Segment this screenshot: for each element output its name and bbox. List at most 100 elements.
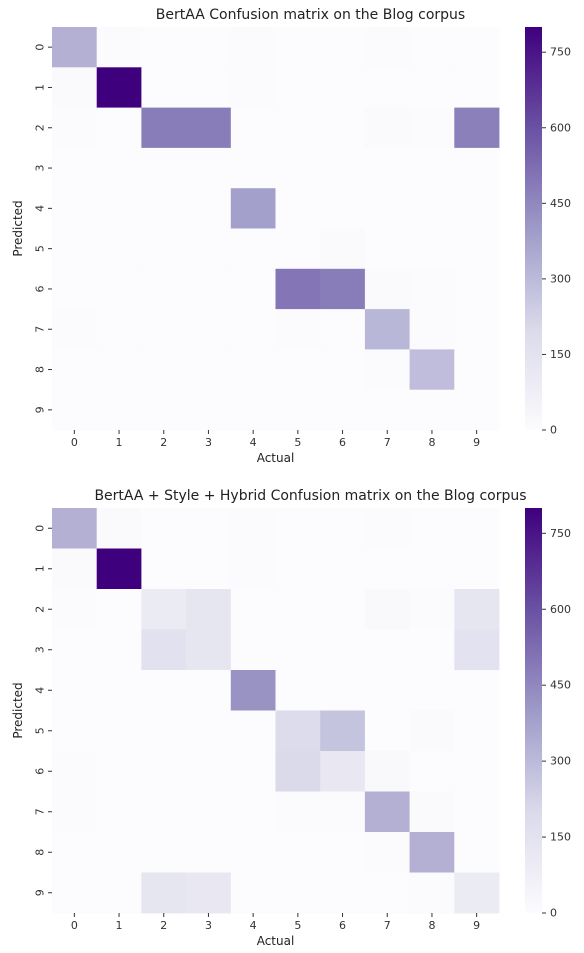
heatmap-cell-r3-c6	[320, 629, 366, 671]
heatmap-cell-r7-c0	[52, 309, 98, 350]
heatmap-cell-r0-c0	[52, 508, 98, 549]
heatmap-cell-r3-c1	[96, 147, 142, 189]
heatmap-cell-r5-c0	[52, 228, 98, 270]
heatmap-cell-r8-c9	[454, 349, 500, 391]
heatmap-cell-r7-c4	[230, 791, 276, 833]
heatmap-cell-r1-c6	[320, 67, 366, 108]
heatmap-cell-r3-c9	[454, 147, 500, 189]
heatmap-cell-r9-c9	[454, 872, 500, 914]
heatmap-cell-r5-c8	[409, 710, 455, 752]
heatmap-cell-r6-c0	[52, 268, 98, 310]
heatmap-cell-r2-c2	[141, 107, 187, 149]
heatmap-cell-r4-c6	[320, 670, 366, 711]
heatmap-cell-r0-c5	[275, 27, 321, 68]
heatmap-cell-r5-c5	[275, 228, 321, 270]
heatmap-cell-r2-c8	[409, 107, 455, 149]
colorbar-tick-label: 450	[550, 197, 571, 210]
y-tick-label: 5	[34, 727, 47, 734]
heatmap-cell-r1-c9	[454, 67, 500, 108]
heatmap-cell-r2-c3	[186, 107, 232, 149]
heatmap-cell-r8-c3	[186, 832, 232, 873]
heatmap-panel-1: BertAA + Style + Hybrid Confusion matrix…	[11, 488, 571, 948]
heatmap-cell-r0-c7	[364, 508, 410, 549]
y-tick-label: 1	[34, 84, 47, 91]
heatmap-cell-r1-c7	[364, 548, 410, 590]
heatmap-cell-r6-c8	[409, 268, 455, 310]
x-tick-label: 9	[473, 436, 480, 449]
heatmap-cell-r2-c5	[275, 589, 321, 630]
heatmap-cell-r1-c4	[230, 548, 276, 590]
heatmap-cell-r5-c4	[230, 228, 276, 270]
heatmap-cell-r9-c3	[186, 872, 232, 914]
heatmap-cell-r6-c4	[230, 268, 276, 310]
heatmap-cell-r0-c6	[320, 27, 366, 68]
heatmap-cell-r4-c8	[409, 188, 455, 229]
y-tick-label: 3	[34, 165, 47, 172]
colorbar-tick-label: 300	[550, 755, 571, 768]
heatmap-cell-r7-c1	[96, 791, 142, 833]
heatmap-cell-r8-c5	[275, 349, 321, 391]
y-tick-label: 0	[34, 525, 47, 532]
heatmap-cell-r4-c6	[320, 188, 366, 229]
heatmap-cell-r8-c2	[141, 349, 187, 391]
chart-title: BertAA Confusion matrix on the Blog corp…	[156, 7, 465, 23]
heatmap-cell-r0-c5	[275, 508, 321, 549]
heatmap-cell-r2-c8	[409, 589, 455, 630]
heatmap-cell-r5-c9	[454, 228, 500, 270]
heatmap-cell-r9-c3	[186, 389, 232, 431]
heatmap-cell-r1-c8	[409, 67, 455, 108]
y-tick-label: 1	[34, 565, 47, 572]
heatmap-cell-r8-c0	[52, 832, 98, 873]
heatmap-cell-r1-c1	[96, 548, 142, 590]
heatmap-cell-r5-c4	[230, 710, 276, 752]
heatmap-cell-r3-c8	[409, 147, 455, 189]
heatmap-cell-r1-c2	[141, 548, 187, 590]
heatmap-cell-r9-c8	[409, 389, 455, 431]
heatmap-cell-r0-c4	[230, 508, 276, 549]
heatmap-cell-r2-c6	[320, 107, 366, 149]
heatmap-cell-r2-c4	[230, 589, 276, 630]
heatmap-cell-r0-c2	[141, 27, 187, 68]
x-tick-label: 4	[250, 919, 257, 932]
heatmap-cell-r4-c7	[364, 188, 410, 229]
y-tick-label: 8	[34, 849, 47, 856]
colorbar-tick-label: 600	[550, 121, 571, 134]
heatmap-cell-r6-c6	[320, 751, 366, 792]
heatmap-cell-r8-c6	[320, 832, 366, 873]
heatmap-cell-r8-c1	[96, 832, 142, 873]
heatmap-cell-r9-c5	[275, 872, 321, 914]
heatmap-cell-r4-c3	[186, 670, 232, 711]
heatmap-cell-r8-c6	[320, 349, 366, 391]
heatmap-cell-r1-c9	[454, 548, 500, 590]
x-tick-label: 2	[160, 436, 167, 449]
heatmap-cell-r6-c7	[364, 751, 410, 792]
heatmap-cell-r1-c5	[275, 548, 321, 590]
heatmap-cell-r8-c8	[409, 349, 455, 391]
heatmap-cell-r3-c8	[409, 629, 455, 671]
heatmap-cell-r2-c1	[96, 107, 142, 149]
heatmap-cell-r9-c8	[409, 872, 455, 914]
heatmap-cell-r3-c5	[275, 147, 321, 189]
heatmap-cell-r0-c6	[320, 508, 366, 549]
heatmap-cell-r9-c4	[230, 872, 276, 914]
heatmap-cell-r5-c9	[454, 710, 500, 752]
y-axis-label: Predicted	[11, 682, 25, 738]
heatmap-cell-r3-c7	[364, 629, 410, 671]
y-tick-label: 9	[34, 889, 47, 896]
heatmap-cell-r7-c1	[96, 309, 142, 350]
heatmap-cell-r9-c0	[52, 872, 98, 914]
heatmap-cell-r2-c9	[454, 589, 500, 630]
heatmap-cell-r7-c9	[454, 791, 500, 833]
x-tick-label: 6	[339, 919, 346, 932]
heatmap-cell-r3-c4	[230, 147, 276, 189]
x-axis-label: Actual	[257, 934, 295, 948]
heatmap-cell-r0-c9	[454, 27, 500, 68]
heatmap-cell-r9-c6	[320, 389, 366, 431]
heatmap-cell-r4-c4	[230, 188, 276, 229]
heatmap-cell-r2-c7	[364, 589, 410, 630]
y-tick-label: 6	[34, 285, 47, 292]
x-tick-label: 6	[339, 436, 346, 449]
heatmap-cell-r9-c4	[230, 389, 276, 431]
heatmap-cell-r0-c9	[454, 508, 500, 549]
